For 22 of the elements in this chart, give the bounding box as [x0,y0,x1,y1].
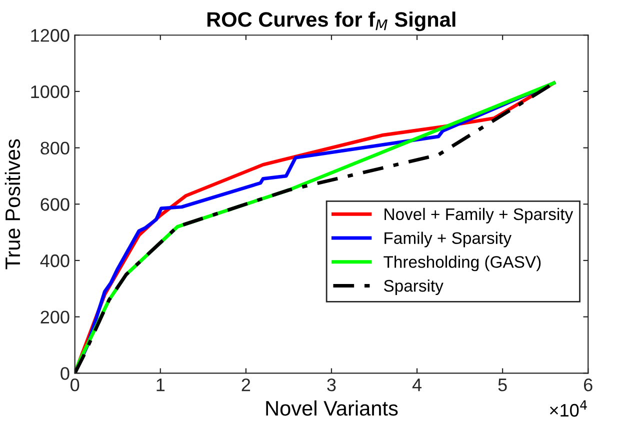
y-axis-title: True Positives [4,139,20,270]
legend-label: Sparsity [384,279,444,296]
x-tick-label: 5 [498,378,507,392]
text: ×10$^{4}$ [550,400,587,417]
x-axis-title: Novel Variants [266,400,398,416]
legend-label: Novel + Family + Sparsity [384,208,574,224]
legend-label: Family + Sparsity [384,232,512,248]
legend-label: Thresholding (GASV) [384,256,541,272]
x-tick-label: 3 [327,378,336,392]
y-tick-label: 1200 [31,29,70,42]
x-tick-label: 2 [242,378,250,392]
y-tick-label: 600 [40,198,70,211]
y-tick-label: 200 [40,310,70,324]
y-tick-label: 800 [40,142,70,155]
x-tick-label: 6 [584,378,592,392]
x-tick-label: 0 [70,378,80,392]
x-tick-label: 4 [412,378,422,392]
x-tick-label: 1 [156,378,165,392]
chart-title: ROC Curves for f$_{M}$ Signal [207,12,456,32]
y-tick-label: 1000 [31,85,70,98]
y-tick-label: 400 [40,254,70,268]
y-tick-label: 0 [60,367,70,380]
